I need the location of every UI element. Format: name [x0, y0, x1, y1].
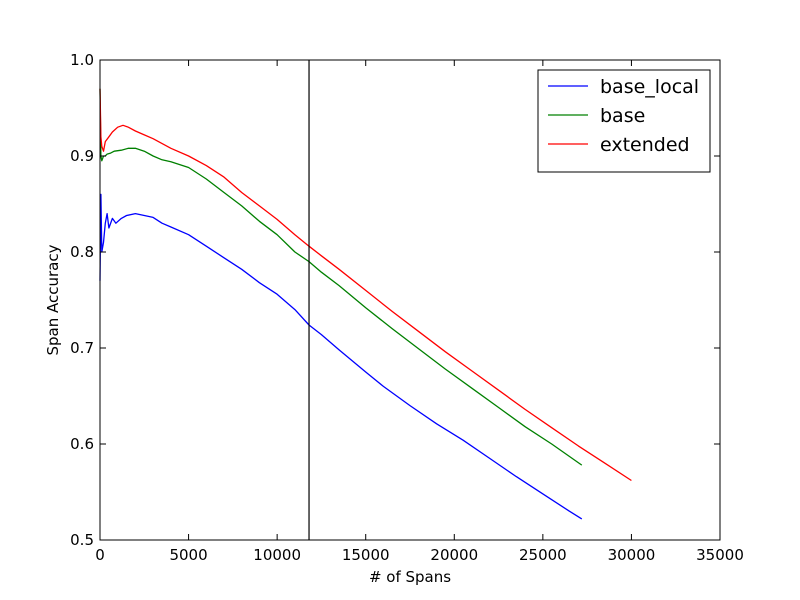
- legend-label-extended: extended: [600, 134, 690, 156]
- ticks-layer: 0 5000 10000 15000 20000 25000 30000 35000 0.5 0.…: [70, 51, 744, 564]
- y-tick-label: 0.5: [70, 531, 94, 549]
- y-tick-label: 0.6: [70, 435, 94, 453]
- legend-box: [537, 69, 711, 173]
- y-tick-label: 0.9: [70, 147, 94, 165]
- y-tick-label: 1.0: [70, 51, 94, 69]
- x-tick-label: 25000: [519, 546, 567, 564]
- x-axis-label: # of Spans: [369, 568, 451, 586]
- plot-frame: [99, 59, 721, 541]
- legend-label-base: base: [600, 105, 645, 127]
- x-tick-label: 35000: [696, 546, 744, 564]
- x-tick-label: 15000: [342, 546, 390, 564]
- y-tick-label: 0.7: [70, 339, 94, 357]
- series-layer: [99, 88, 632, 520]
- y-axis-label: Span Accuracy: [44, 244, 62, 355]
- x-tick-label: 5000: [169, 546, 207, 564]
- series-line-base-local: [99, 193, 583, 520]
- x-tick-label: 30000: [608, 546, 656, 564]
- legend-label-base-local: base_local: [600, 76, 699, 98]
- x-tick-label: 20000: [430, 546, 478, 564]
- series-line-base: [99, 88, 583, 466]
- y-tick-label: 0.8: [70, 243, 94, 261]
- series-line-extended: [99, 88, 632, 482]
- x-tick-label: 10000: [253, 546, 301, 564]
- x-tick-label: 0: [95, 546, 105, 564]
